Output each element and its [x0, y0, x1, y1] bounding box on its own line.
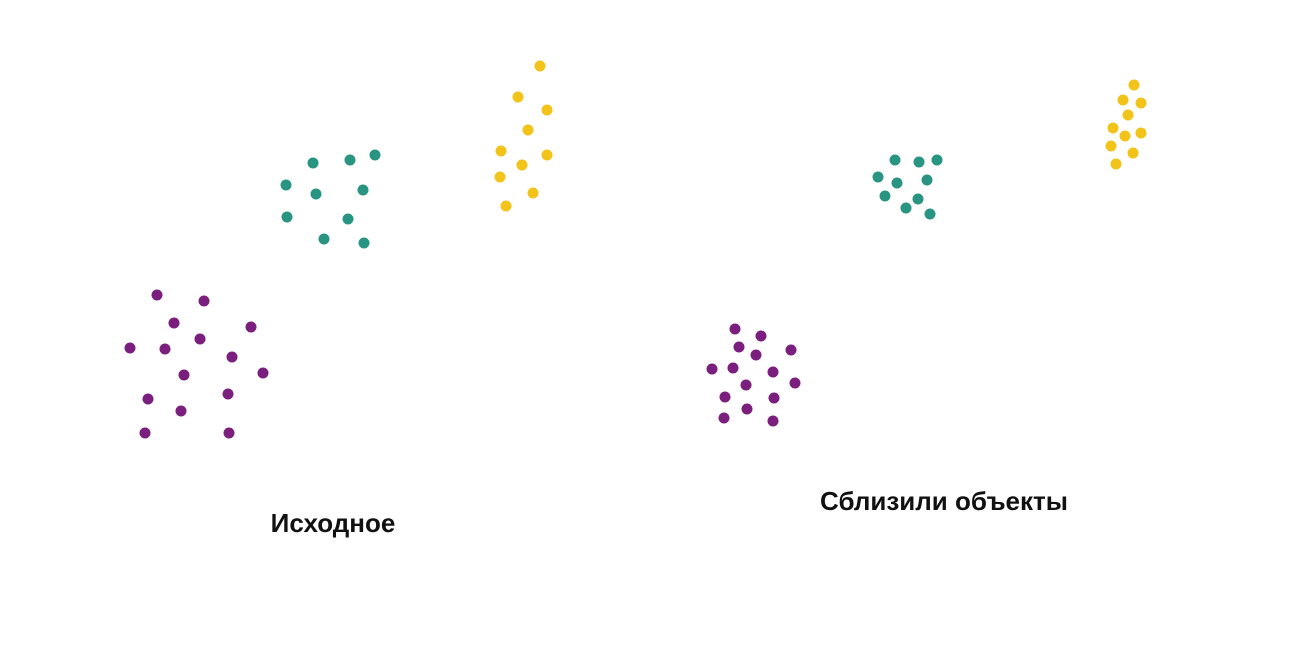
purple-point: [142, 393, 154, 405]
caption-original: Исходное: [271, 508, 396, 538]
purple-point: [741, 403, 753, 415]
teal-point: [310, 188, 322, 200]
yellow-point: [1135, 97, 1147, 109]
teal-point: [872, 171, 884, 183]
yellow-point: [534, 60, 546, 72]
purple-point: [767, 415, 779, 427]
yellow-point: [541, 149, 553, 161]
purple-point: [257, 367, 269, 379]
yellow-point: [1117, 94, 1129, 106]
purple-point: [198, 295, 210, 307]
purple-point: [226, 351, 238, 363]
yellow-point: [527, 187, 539, 199]
purple-point: [755, 330, 767, 342]
purple-point: [159, 343, 171, 355]
purple-point: [740, 379, 752, 391]
yellow-cluster-original: [494, 60, 553, 212]
purple-point: [223, 427, 235, 439]
teal-point: [342, 213, 354, 225]
teal-point: [889, 154, 901, 166]
yellow-point: [1135, 127, 1147, 139]
yellow-point: [1119, 130, 1131, 142]
yellow-point: [512, 91, 524, 103]
purple-point: [706, 363, 718, 375]
teal-point: [913, 156, 925, 168]
purple-point: [124, 342, 136, 354]
teal-point: [357, 184, 369, 196]
yellow-point: [516, 159, 528, 171]
teal-point: [318, 233, 330, 245]
teal-point: [921, 174, 933, 186]
yellow-point: [522, 124, 534, 136]
teal-point: [879, 190, 891, 202]
teal-point: [900, 202, 912, 214]
yellow-point: [1122, 109, 1134, 121]
panel-moved: Сблизили объекты: [706, 79, 1147, 516]
purple-point: [151, 289, 163, 301]
purple-point: [168, 317, 180, 329]
purple-point: [785, 344, 797, 356]
purple-point: [729, 323, 741, 335]
teal-point: [924, 208, 936, 220]
purple-point: [727, 362, 739, 374]
purple-point: [178, 369, 190, 381]
purple-point: [245, 321, 257, 333]
purple-point: [139, 427, 151, 439]
purple-cluster-original: [124, 289, 269, 439]
yellow-point: [494, 171, 506, 183]
purple-point: [733, 341, 745, 353]
yellow-point: [1105, 140, 1117, 152]
purple-point: [719, 391, 731, 403]
yellow-cluster-moved: [1105, 79, 1147, 170]
teal-point: [369, 149, 381, 161]
yellow-point: [541, 104, 553, 116]
teal-point: [281, 211, 293, 223]
teal-point: [358, 237, 370, 249]
yellow-point: [1128, 79, 1140, 91]
panel-original: Исходное: [124, 60, 553, 538]
purple-point: [789, 377, 801, 389]
teal-point: [280, 179, 292, 191]
teal-point: [891, 177, 903, 189]
teal-point: [931, 154, 943, 166]
purple-point: [750, 349, 762, 361]
teal-cluster-original: [280, 149, 381, 249]
purple-point: [768, 392, 780, 404]
yellow-point: [500, 200, 512, 212]
teal-point: [344, 154, 356, 166]
purple-point: [194, 333, 206, 345]
yellow-point: [1127, 147, 1139, 159]
purple-point: [767, 366, 779, 378]
yellow-point: [495, 145, 507, 157]
purple-point: [718, 412, 730, 424]
teal-point: [912, 193, 924, 205]
caption-moved: Сблизили объекты: [820, 486, 1068, 516]
teal-point: [307, 157, 319, 169]
teal-cluster-moved: [872, 154, 943, 220]
yellow-point: [1110, 158, 1122, 170]
purple-cluster-moved: [706, 323, 801, 427]
purple-point: [175, 405, 187, 417]
purple-point: [222, 388, 234, 400]
yellow-point: [1107, 122, 1119, 134]
